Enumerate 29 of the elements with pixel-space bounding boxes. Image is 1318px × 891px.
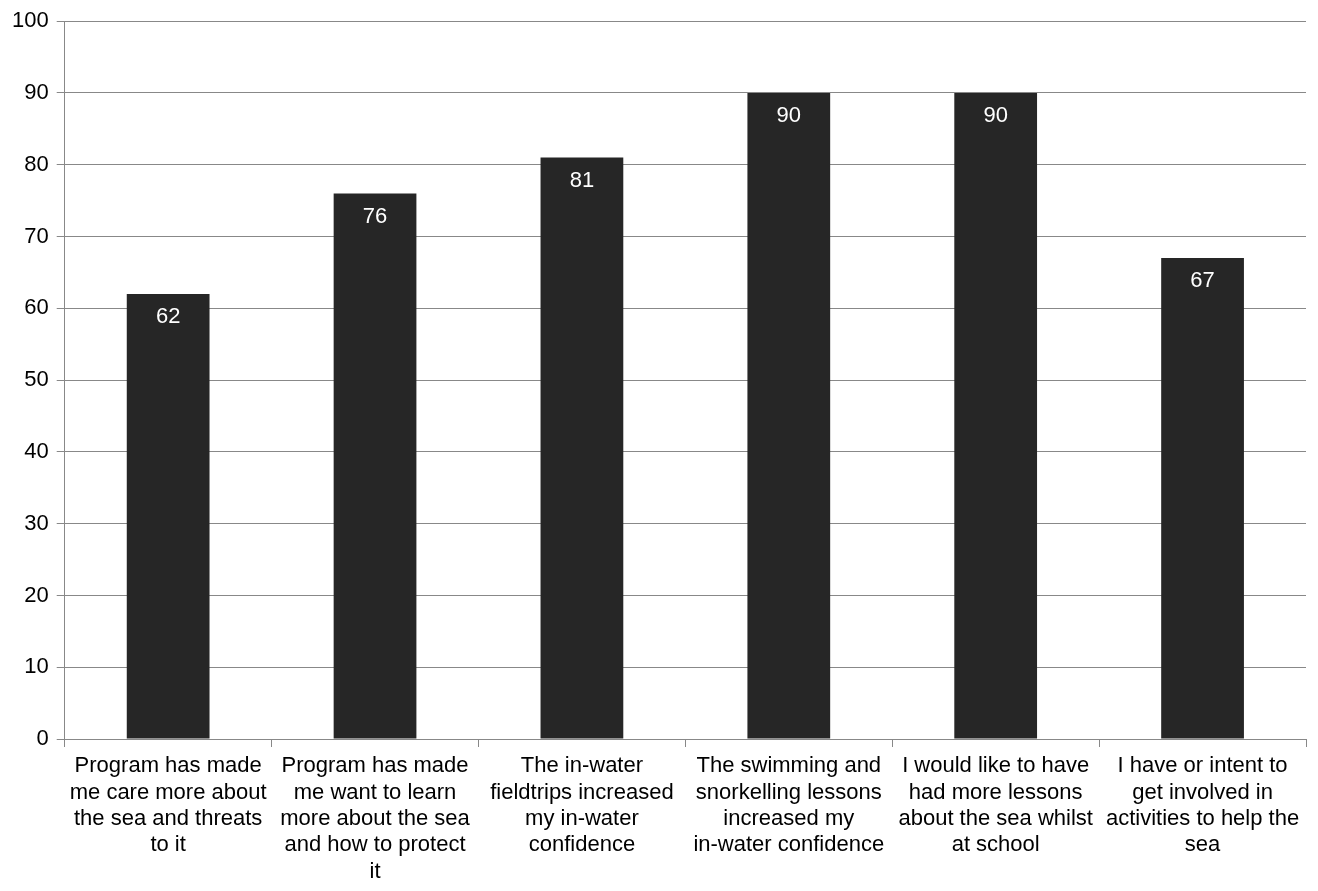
y-tick-label: 20 (24, 581, 49, 607)
y-tick-label: 90 (24, 79, 49, 105)
bar (126, 293, 210, 739)
y-tick-label: 70 (24, 222, 49, 248)
data-label: 76 (362, 202, 388, 228)
data-label: 90 (983, 102, 1008, 128)
bar (747, 92, 831, 739)
bar (1161, 258, 1244, 739)
x-tick-label: I would like to have had more lessons about the sea whilst at school (898, 752, 1093, 857)
x-tick-label: The in-water fieldtrips increased my in-water confidence (490, 752, 674, 857)
bar (540, 157, 624, 739)
x-tick-label: Program has made me want to learn more about the sea and how to protect it (280, 752, 471, 883)
y-tick-label: 50 (24, 366, 49, 392)
bar (954, 92, 1038, 739)
data-label: 81 (569, 166, 595, 192)
data-label: 90 (776, 102, 802, 128)
y-tick-label: 60 (24, 294, 49, 320)
bar (333, 193, 417, 739)
y-tick-label: 30 (24, 509, 49, 535)
y-tick-label: 80 (24, 150, 49, 176)
x-tick-label: The swimming and snorkelling lessons increased my in-water confidence (693, 752, 885, 857)
y-tick-label: 0 (36, 725, 49, 751)
data-label: 67 (1190, 267, 1215, 293)
x-tick-label: I have or intent to get involved in activities to help the sea (1105, 752, 1300, 857)
data-label: 62 (155, 303, 181, 329)
y-tick-label: 10 (24, 653, 49, 679)
x-tick-label: Program has made me care more about the sea and threats to it (69, 752, 267, 857)
y-tick-label: 40 (24, 437, 49, 463)
y-tick-label: 100 (11, 7, 49, 33)
